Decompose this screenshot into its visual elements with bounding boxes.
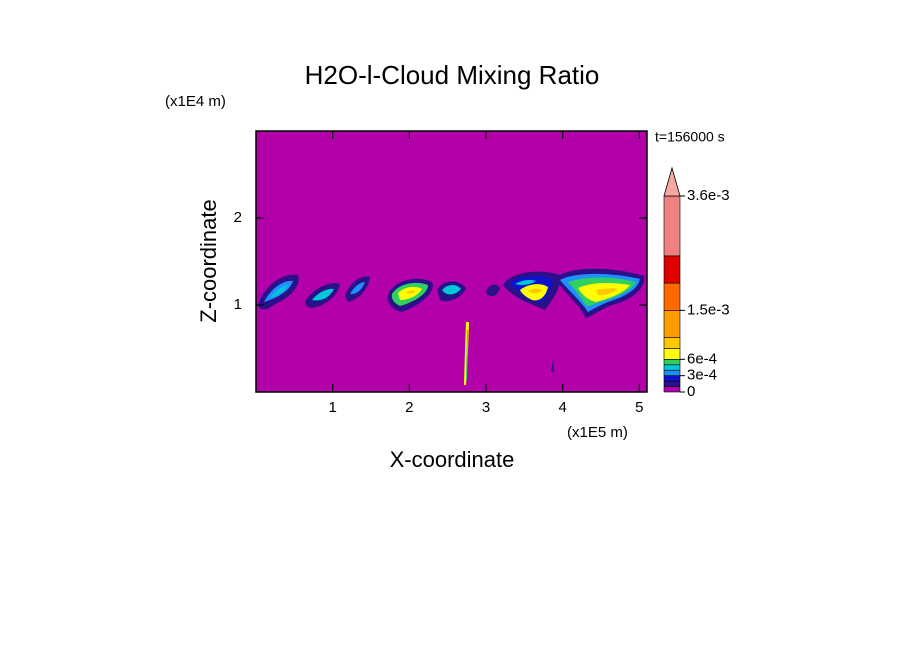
y-tick-label: 2 — [234, 209, 242, 226]
colorbar-band — [663, 255, 681, 284]
colorbar-band — [663, 337, 681, 349]
x-tick-label: 4 — [558, 399, 566, 416]
time-annotation: t=156000 s — [655, 129, 725, 145]
cloud — [555, 268, 645, 318]
colorbar-tick-label: 6e-4 — [687, 350, 717, 367]
x-tick-label: 5 — [635, 399, 643, 416]
colorbar-extend — [663, 166, 681, 197]
x-unit: (x1E5 m) — [567, 424, 628, 441]
x-tick-label: 2 — [405, 399, 413, 416]
x-tick-label: 3 — [482, 399, 490, 416]
colorbar-band — [663, 369, 681, 376]
cloud — [437, 281, 466, 302]
colorbar-band — [663, 380, 681, 387]
colorbar-tick-label: 3e-4 — [687, 367, 717, 384]
cloud — [258, 274, 299, 310]
colorbar-tick-label: 3.6e-3 — [687, 187, 730, 204]
colorbar-tick-label: 0 — [687, 383, 695, 400]
chart-title: H2O-l-Cloud Mixing Ratio — [305, 60, 600, 90]
colorbar-tick-label: 1.5e-3 — [687, 301, 730, 318]
plume — [551, 360, 554, 372]
y-tick-label: 1 — [234, 296, 242, 313]
plot-frame — [255, 130, 648, 393]
y-axis-label: Z-coordinate — [196, 199, 221, 323]
colorbar-band — [663, 348, 681, 360]
plot-background — [256, 131, 647, 392]
colorbar-band — [663, 195, 681, 257]
cloud-field — [258, 268, 645, 385]
cloud — [305, 283, 340, 308]
plume — [466, 330, 468, 380]
colorbar-band — [663, 364, 681, 371]
colorbar-band — [663, 310, 681, 338]
colorbar-band — [663, 386, 681, 393]
colorbar-band — [663, 375, 681, 382]
x-axis-label: X-coordinate — [390, 447, 515, 472]
y-unit: (x1E4 m) — [165, 93, 226, 110]
colorbar-band — [663, 359, 681, 366]
colorbar-band — [663, 282, 681, 311]
x-tick-label: 1 — [328, 399, 336, 416]
cloud — [345, 276, 370, 302]
cloud — [503, 271, 561, 310]
cloud — [486, 284, 500, 297]
cloud — [387, 278, 433, 312]
